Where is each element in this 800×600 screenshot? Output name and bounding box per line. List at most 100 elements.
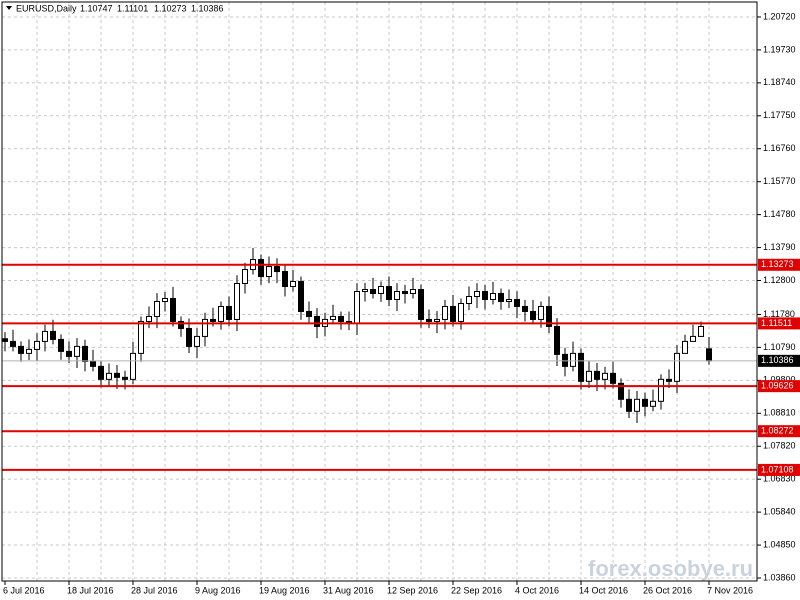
candle-body [146,315,152,322]
x-tick-label: 18 Jul 2016 [67,585,114,595]
candle-body [474,291,480,297]
candle-body [690,335,696,342]
candle-body [242,269,248,285]
candle-body [282,271,288,288]
candle-body [706,348,712,362]
candle-body [138,320,144,354]
level-label: 1.09626 [761,381,794,391]
header-low: 1.10273 [154,3,187,13]
level-label-box [758,380,800,393]
candle-body [18,345,24,354]
candle-body [410,289,416,294]
candle-body [338,315,344,322]
candle-body [498,292,504,302]
y-tick-label: 1.17750 [763,110,796,120]
x-tick-label: 19 Aug 2016 [259,585,310,595]
level-label-box [758,317,800,330]
header-open: 1.10747 [80,3,113,13]
level-label: 1.11511 [761,318,792,328]
candle-body [490,292,496,300]
candle-body [66,350,72,357]
candle-body [434,318,440,322]
candle-body [186,327,192,347]
level-label: 1.08272 [761,426,794,436]
candle-body [522,305,528,312]
y-tick-label: 1.06830 [763,474,796,484]
candle-body [202,318,208,337]
candle-body [210,318,216,322]
candle-body [50,330,56,340]
y-tick-label: 1.14780 [763,209,796,219]
candle-body [114,372,120,378]
candle-body [290,281,296,288]
y-tick-label: 1.10790 [763,342,796,352]
candle-body [42,330,48,342]
candle-body [466,295,472,304]
x-tick-label: 22 Sep 2016 [451,585,502,595]
candle-body [458,302,464,322]
y-tick-label: 1.04850 [763,539,796,549]
candle-body [594,370,600,380]
y-tick-label: 1.03860 [763,572,796,582]
x-tick-label: 31 Aug 2016 [323,585,374,595]
candle-body [234,283,240,320]
candle-body [378,286,384,294]
candle-body [666,378,672,382]
candle-body [394,291,400,300]
candle-body [650,400,656,407]
candle-body [402,291,408,294]
candle-body [194,335,200,347]
candle-body [162,297,168,302]
candle-body [258,259,264,278]
menu-arrow[interactable] [6,6,12,10]
candle-body [354,291,360,324]
level-label-box [758,425,800,438]
candle-body [10,340,16,347]
y-tick-label: 1.20720 [763,11,796,21]
y-tick-label: 1.11780 [763,309,795,319]
axes: 1.20720 1.19730 1.18740 1.17750 1.16760 1.157… [3,11,800,595]
candle-body [266,266,272,278]
y-tick-label: 1.18740 [763,77,796,87]
candle-body [106,372,112,380]
y-tick-label: 1.05840 [763,506,796,516]
candle-body [578,352,584,382]
candle-body [642,398,648,407]
y-tick-label: 1.13790 [763,242,796,252]
x-tick-label: 7 Nov 2016 [707,585,753,595]
candle-body [154,300,160,317]
candle-body [506,298,512,302]
candle-body [634,398,640,412]
y-tick-label: 1.07820 [763,441,796,451]
candle-body [58,338,64,352]
candle-body [274,266,280,273]
candle-body [426,318,432,322]
candle-body [82,345,88,362]
candle-body [450,305,456,322]
level-label-box [758,258,800,271]
candle-body [362,289,368,293]
candle-body [546,305,552,327]
y-tick-label: 1.09800 [763,375,796,385]
candle-body [610,372,616,384]
level-label-box [758,463,800,476]
candle-body [130,352,136,380]
candle-body [570,352,576,367]
candle-body [170,297,176,322]
header-close: 1.10386 [191,3,224,13]
x-tick-label: 4 Oct 2016 [515,585,559,595]
candle-body [682,340,688,354]
candle-body [178,320,184,329]
x-tick-label: 14 Oct 2016 [579,585,628,595]
candle-body [658,378,664,402]
candle-body [674,352,680,382]
candle-body [122,376,128,380]
candle-body [314,315,320,327]
candle-body [618,382,624,400]
candle-body [90,360,96,367]
candle-body [698,325,704,337]
candle-body [98,365,104,380]
candle-body [530,310,536,320]
candle-body [514,298,520,307]
level-label: 1.07108 [761,464,794,474]
